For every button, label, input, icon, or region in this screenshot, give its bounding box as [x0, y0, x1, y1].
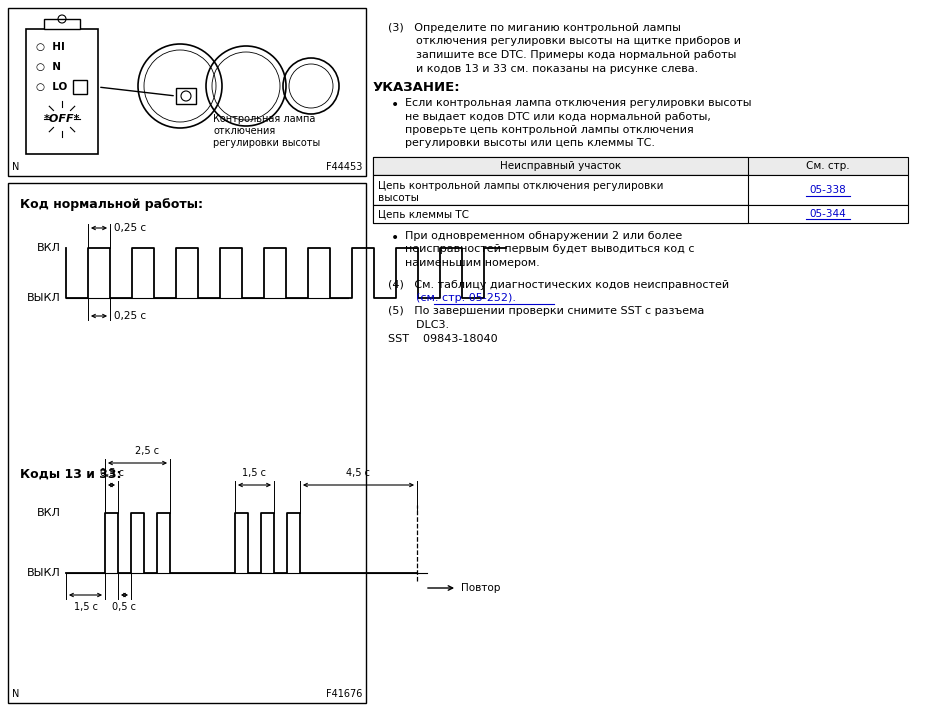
Text: не выдает кодов DTC или кода нормальной работы,: не выдает кодов DTC или кода нормальной … — [405, 112, 711, 122]
Text: ВЫКЛ: ВЫКЛ — [27, 293, 61, 303]
Text: Цепь контрольной лампы отключения регулировки: Цепь контрольной лампы отключения регули… — [378, 181, 663, 191]
Text: 0,5 с: 0,5 с — [113, 602, 136, 612]
Bar — [373, 205, 908, 223]
Bar — [44, 19, 80, 29]
Text: F44453: F44453 — [326, 162, 362, 172]
Text: 05-338: 05-338 — [810, 185, 846, 195]
Text: неисправностей первым будет выводиться код с: неисправностей первым будет выводиться к… — [405, 245, 694, 255]
Text: SST    09843-18040: SST 09843-18040 — [388, 333, 497, 343]
Text: (3)   Определите по миганию контрольной лампы: (3) Определите по миганию контрольной ла… — [388, 23, 681, 33]
Text: запишите все DTC. Примеры кода нормальной работы: запишите все DTC. Примеры кода нормально… — [388, 50, 736, 60]
Text: 0,5 с: 0,5 с — [100, 468, 123, 478]
Text: ВКЛ: ВКЛ — [37, 508, 61, 518]
Text: 0,25 с: 0,25 с — [114, 311, 146, 321]
Text: Коды 13 и 33:: Коды 13 и 33: — [20, 468, 121, 481]
Text: Повтор: Повтор — [461, 583, 500, 593]
Text: *OFF*: *OFF* — [44, 114, 80, 124]
Bar — [373, 157, 908, 175]
Text: F41676: F41676 — [326, 689, 362, 699]
Text: Цепь клеммы ТС: Цепь клеммы ТС — [378, 209, 469, 219]
Bar — [26, 29, 98, 154]
Text: (см. стр. 05-252).: (см. стр. 05-252). — [388, 293, 516, 303]
Text: N: N — [12, 689, 20, 699]
Text: 1,5 с: 1,5 с — [74, 602, 98, 612]
Bar — [176, 88, 196, 104]
Text: 2,5 с: 2,5 с — [135, 446, 160, 456]
Text: наименьшим номером.: наименьшим номером. — [405, 258, 540, 268]
Text: УКАЗАНИЕ:: УКАЗАНИЕ: — [373, 81, 461, 94]
Bar — [8, 183, 366, 703]
Text: (4)   См. таблицу диагностических кодов неисправностей: (4) См. таблицу диагностических кодов не… — [388, 279, 729, 289]
Text: и кодов 13 и 33 см. показаны на рисунке слева.: и кодов 13 и 33 см. показаны на рисунке … — [388, 63, 698, 73]
Text: проверьте цепь контрольной лампы отключения: проверьте цепь контрольной лампы отключе… — [405, 125, 694, 135]
Text: 4,5 с: 4,5 с — [346, 468, 370, 478]
Text: 05-344: 05-344 — [810, 209, 846, 219]
Text: отключения регулировки высоты на щитке приборов и: отключения регулировки высоты на щитке п… — [388, 36, 741, 46]
Text: регулировки высоты или цепь клеммы ТС.: регулировки высоты или цепь клеммы ТС. — [405, 139, 655, 149]
Text: Контрольная лампа
отключения
регулировки высоты: Контрольная лампа отключения регулировки… — [213, 114, 320, 148]
Text: •: • — [391, 231, 399, 245]
Text: ○  N: ○ N — [36, 62, 61, 72]
Text: Код нормальной работы:: Код нормальной работы: — [20, 198, 203, 211]
Bar — [373, 175, 908, 205]
Text: 1,5 с: 1,5 с — [243, 468, 267, 478]
Text: высоты: высоты — [378, 193, 419, 203]
Bar — [373, 175, 748, 205]
Bar — [373, 205, 748, 223]
Text: Неисправный участок: Неисправный участок — [500, 161, 621, 171]
Bar — [8, 8, 366, 176]
Text: ВЫКЛ: ВЫКЛ — [27, 568, 61, 578]
Text: ВКЛ: ВКЛ — [37, 243, 61, 253]
Text: ○  HI: ○ HI — [36, 42, 65, 52]
Text: Если контрольная лампа отключения регулировки высоты: Если контрольная лампа отключения регули… — [405, 98, 751, 108]
Text: При одновременном обнаружении 2 или более: При одновременном обнаружении 2 или боле… — [405, 231, 682, 241]
Text: •: • — [391, 98, 399, 112]
Bar — [373, 157, 748, 175]
Text: См. стр.: См. стр. — [806, 161, 850, 171]
Text: ○  LO: ○ LO — [36, 82, 67, 92]
Bar — [73, 80, 87, 94]
Text: (5)   По завершении проверки снимите SST с разъема: (5) По завершении проверки снимите SST с… — [388, 306, 704, 316]
Text: DLC3.: DLC3. — [388, 320, 449, 330]
Text: 0,25 с: 0,25 с — [114, 223, 146, 233]
Text: N: N — [12, 162, 20, 172]
